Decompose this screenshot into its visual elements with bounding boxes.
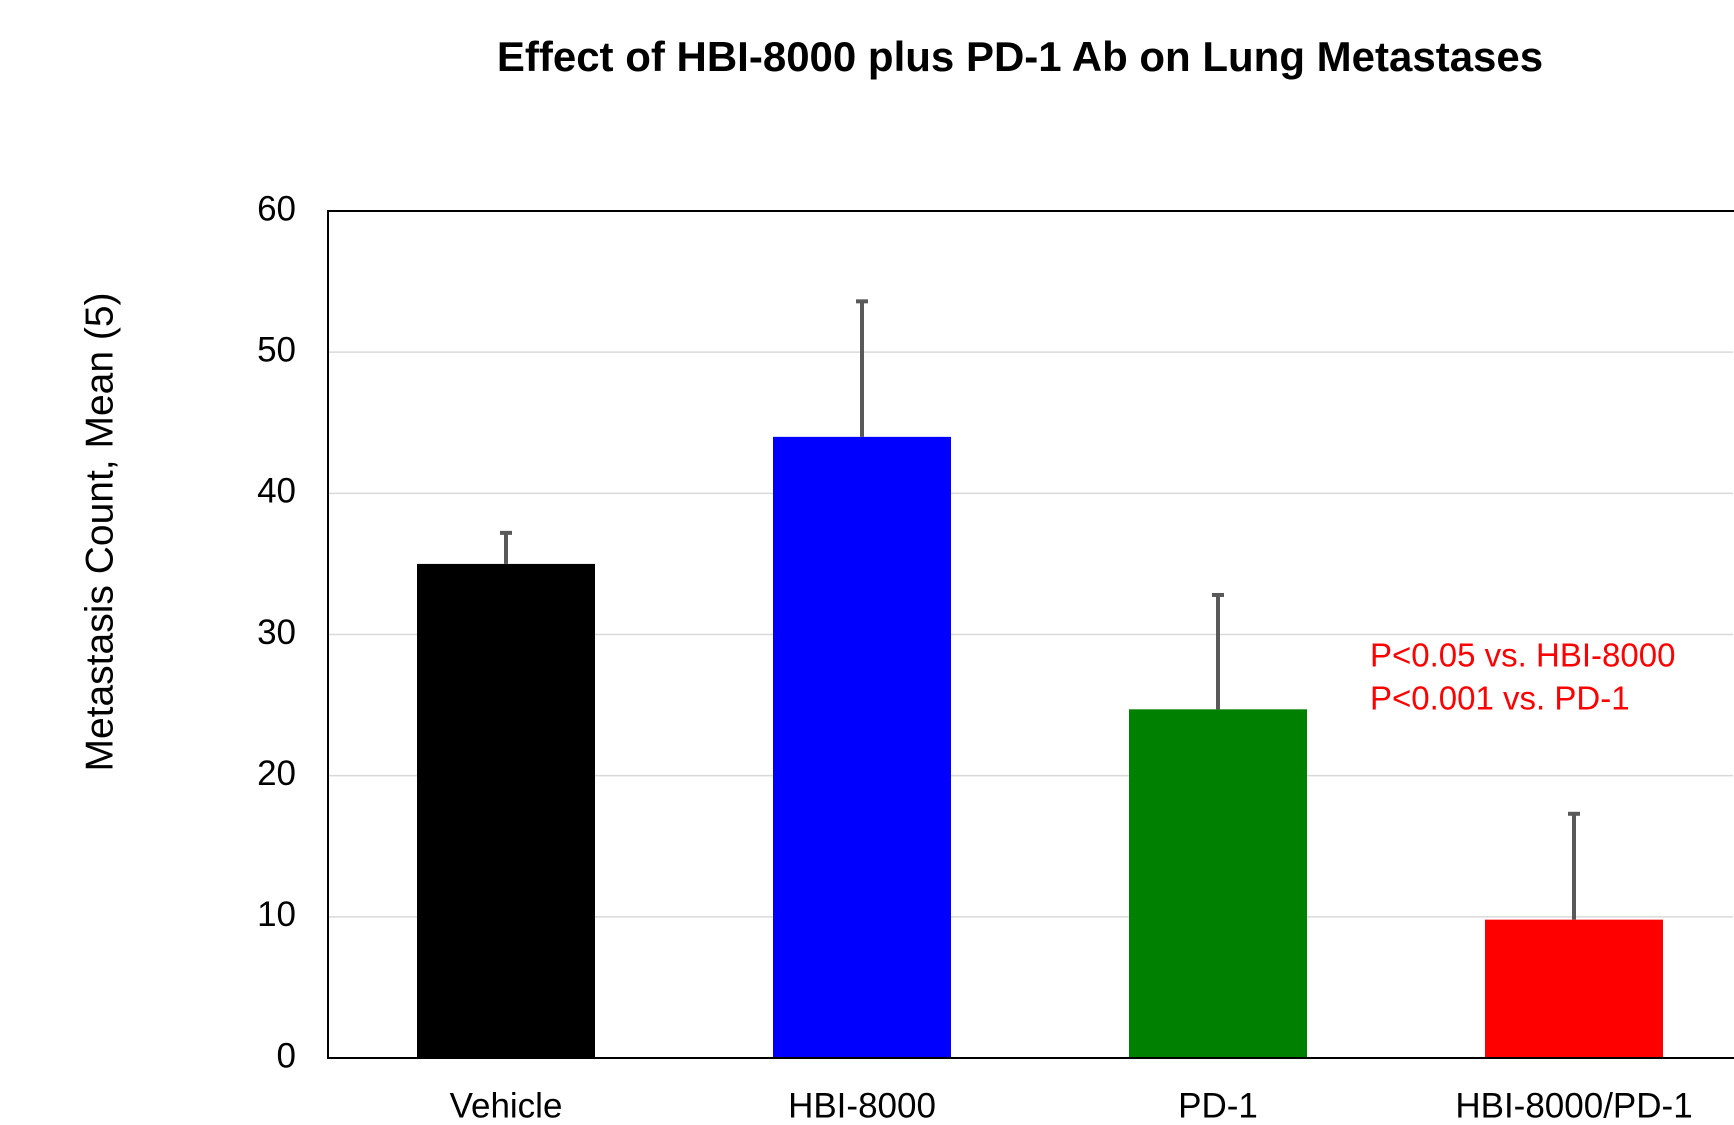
y-tick-label: 0 (277, 1036, 296, 1075)
chart-title: Effect of HBI-8000 plus PD-1 Ab on Lung … (497, 33, 1543, 80)
x-tick-label: Vehicle (450, 1086, 563, 1125)
bar (1485, 919, 1663, 1058)
y-tick-label: 50 (257, 330, 296, 369)
x-tick-label: HBI-8000/PD-1 (1455, 1086, 1692, 1125)
annotation: P<0.001 vs. PD-1 (1370, 680, 1630, 717)
y-tick-label: 40 (257, 472, 296, 511)
y-tick-label: 20 (257, 754, 296, 793)
bar (1129, 709, 1307, 1058)
bar (417, 563, 595, 1058)
y-tick-label: 60 (257, 189, 296, 228)
y-tick-label: 10 (257, 895, 296, 934)
x-tick-label: HBI-8000 (788, 1086, 936, 1125)
annotation: P<0.05 vs. HBI-8000 (1370, 637, 1675, 674)
y-axis-label: Metastasis Count, Mean (5) (78, 292, 121, 771)
x-tick-label: PD-1 (1178, 1086, 1258, 1125)
y-tick-label: 30 (257, 613, 296, 652)
bar (773, 436, 951, 1058)
